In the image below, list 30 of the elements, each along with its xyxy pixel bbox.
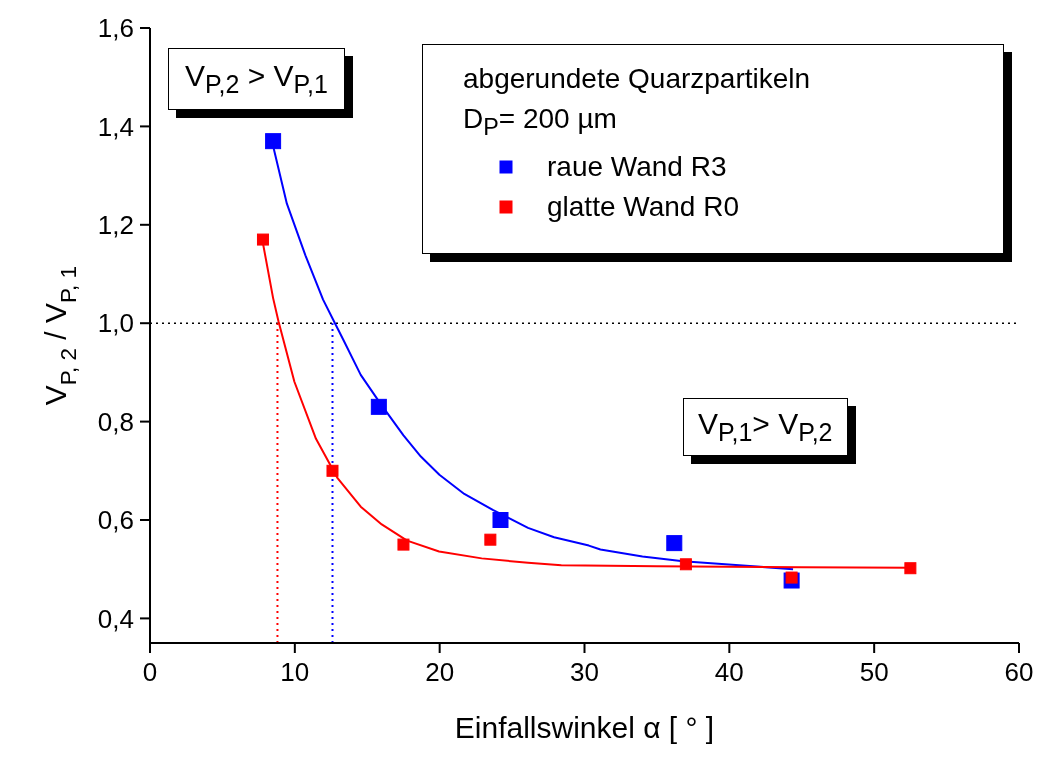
x-tick-label: 10 bbox=[280, 657, 310, 687]
y-tick-label: 1,2 bbox=[97, 210, 134, 241]
x-tick-label: 20 bbox=[425, 657, 455, 687]
point bbox=[256, 233, 269, 246]
x-axis-title: Einfallswinkel α [ ° ] bbox=[454, 711, 715, 744]
y-tick-label: 0,4 bbox=[97, 603, 134, 634]
y-tick-label: 0,6 bbox=[97, 505, 134, 536]
y-tick-label: 1,0 bbox=[97, 308, 134, 339]
x-tick-label: 0 bbox=[142, 657, 158, 687]
point bbox=[265, 133, 282, 150]
x-tick-label: 30 bbox=[570, 657, 599, 687]
point bbox=[904, 562, 917, 575]
x-tick-label: 40 bbox=[714, 657, 744, 687]
x-tick-label: 50 bbox=[859, 657, 889, 687]
point bbox=[666, 535, 683, 552]
annotation: V$_{P,2}$ > V$_{P,1}$ bbox=[168, 48, 345, 110]
y-tick-label: 0,8 bbox=[97, 406, 134, 437]
x-tick-label: 60 bbox=[1004, 657, 1034, 687]
annotation: V$_{P,1}$> V$_{P,2}$ bbox=[683, 398, 848, 456]
point bbox=[492, 512, 509, 528]
y-tick-label: 1,4 bbox=[97, 111, 134, 142]
point bbox=[679, 558, 692, 571]
legend-label: raue Wand R3 bbox=[547, 149, 727, 184]
point bbox=[326, 464, 339, 477]
point bbox=[370, 398, 387, 415]
y-tick-label: 1,6 bbox=[97, 13, 134, 44]
point bbox=[785, 571, 798, 584]
point bbox=[397, 538, 410, 551]
legend-label: glatte Wand R0 bbox=[547, 189, 739, 224]
point bbox=[484, 533, 497, 546]
